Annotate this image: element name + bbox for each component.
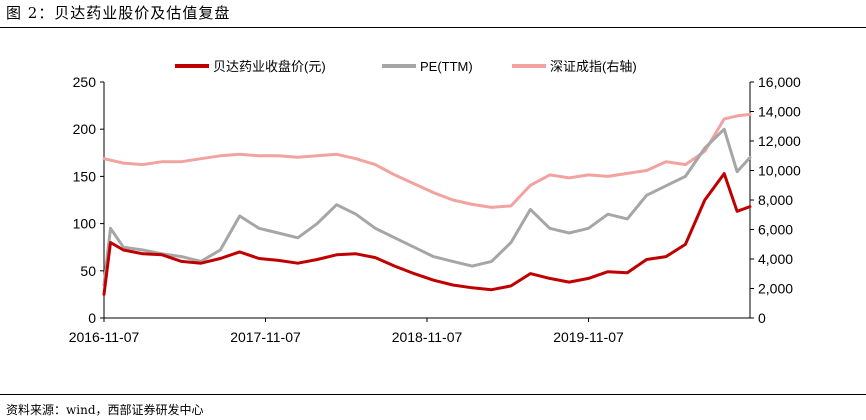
right-tick-label: 8,000: [758, 192, 793, 208]
series-index-line: [102, 112, 752, 209]
right-tick-label: 12,000: [758, 133, 801, 149]
figure-title: 图 2：贝达药业股价及估值复盘: [6, 4, 231, 22]
left-tick-label: 250: [73, 74, 97, 90]
left-tick-label: 100: [73, 216, 97, 232]
x-tick-label: 2019-11-07: [553, 329, 624, 345]
left-tick-label: 0: [88, 310, 96, 326]
left-tick-label: 200: [73, 121, 97, 137]
source-rule: [0, 394, 866, 395]
x-tick-label: 2016-11-07: [69, 329, 140, 345]
series-pe-line: [102, 127, 752, 287]
x-tick-label: 2017-11-07: [230, 329, 301, 345]
right-tick-label: 4,000: [758, 251, 793, 267]
right-tick-label: 0: [758, 310, 766, 326]
right-tick-label: 2,000: [758, 281, 793, 297]
series-price-line: [102, 172, 752, 296]
left-tick-label: 50: [80, 263, 96, 279]
x-tick-label: 2018-11-07: [392, 329, 463, 345]
axes: 0 50 100 150 200 250 0 2,000 4,000 6,000 8,000 10,0…: [69, 74, 801, 345]
title-rule: [0, 27, 866, 28]
right-tick-label: 10,000: [758, 163, 801, 179]
legend-label-pe: PE(TTM): [420, 59, 473, 74]
legend-label-index: 深证成指(右轴): [550, 59, 637, 74]
right-tick-label: 6,000: [758, 222, 793, 238]
legend: 贝达药业收盘价(元) PE(TTM) 深证成指(右轴): [175, 59, 637, 74]
figure-source: 资料来源：wind，西部证券研发中心: [6, 403, 204, 417]
series-layer: [102, 112, 752, 296]
left-tick-label: 150: [73, 168, 97, 184]
right-tick-label: 16,000: [758, 74, 801, 90]
right-tick-label: 14,000: [758, 104, 801, 120]
line-chart: 贝达药业收盘价(元) PE(TTM) 深证成指(右轴) 0 50 100 150 200…: [69, 59, 801, 345]
legend-label-price: 贝达药业收盘价(元): [213, 59, 326, 74]
